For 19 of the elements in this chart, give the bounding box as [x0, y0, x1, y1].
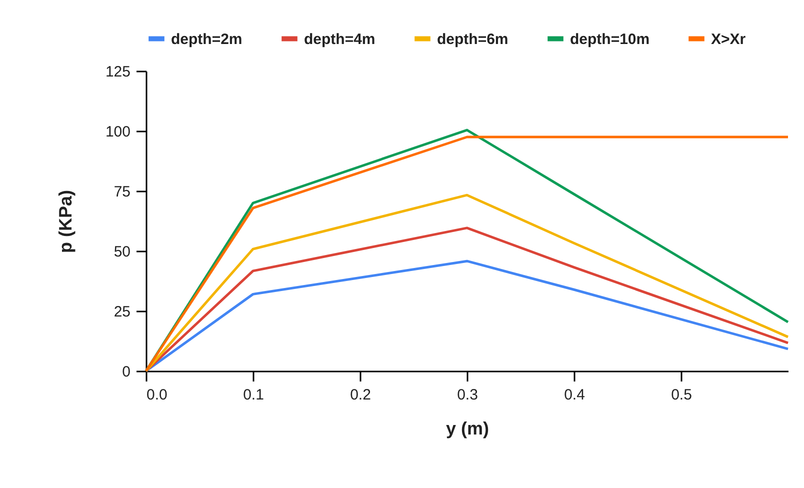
x-axis-title: y (m)	[446, 418, 490, 438]
y-tick-label: 25	[114, 304, 130, 320]
x-tick-label: 0.5	[671, 386, 692, 404]
legend-label: depth=4m	[304, 30, 376, 48]
legend-label: X>Xr	[711, 30, 746, 48]
legend-label: depth=10m	[570, 30, 650, 48]
legend-label: depth=6m	[437, 30, 508, 48]
x-tick-label: 0.0	[146, 386, 168, 404]
x-tick-label: 0.3	[457, 386, 478, 404]
y-axis-title: p (KPa)	[55, 190, 76, 253]
y-tick-label: 0	[122, 364, 130, 380]
x-tick-label: 0.4	[564, 386, 585, 404]
y-tick-label: 125	[105, 64, 130, 80]
y-tick-label: 50	[114, 244, 130, 260]
legend-label: depth=2m	[171, 30, 242, 48]
x-tick-label: 0.2	[350, 386, 371, 404]
x-tick-label: 0.1	[243, 386, 264, 404]
y-tick-label: 100	[105, 124, 130, 140]
y-tick-label: 75	[114, 184, 130, 200]
